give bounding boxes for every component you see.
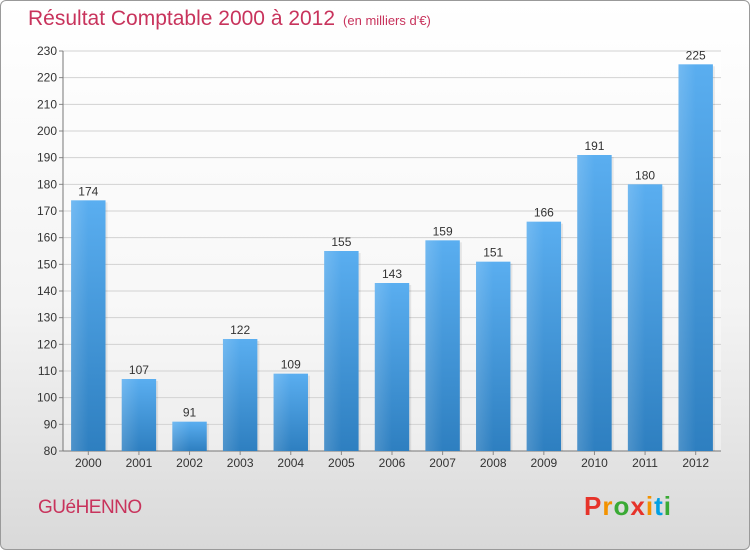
- x-tick-label: 2011: [632, 456, 658, 470]
- bar-value-label: 191: [584, 139, 604, 153]
- x-tick-label: 2000: [75, 456, 102, 470]
- logo-letter: o: [613, 491, 631, 521]
- chart-title-text: Résultat Comptable 2000 à 2012: [28, 7, 336, 30]
- bar-highlight: [172, 421, 190, 451]
- y-tick-label: 200: [37, 124, 57, 138]
- y-tick-label: 100: [37, 391, 57, 405]
- y-tick-label: 150: [37, 257, 57, 271]
- bar-value-label: 180: [635, 168, 655, 182]
- bar-highlight: [476, 261, 494, 451]
- x-tick-label: 2005: [328, 456, 355, 470]
- bar-value-label: 143: [382, 267, 402, 281]
- bar-highlight: [374, 283, 392, 451]
- x-tick-label: 2004: [277, 456, 304, 470]
- y-tick-label: 140: [37, 284, 57, 298]
- bar-value-label: 155: [331, 235, 351, 249]
- x-tick-label: 2002: [176, 456, 203, 470]
- bar-value-label: 151: [483, 246, 503, 260]
- y-tick-label: 90: [44, 417, 58, 431]
- y-tick-label: 130: [37, 311, 57, 325]
- chart-title: Résultat Comptable 2000 à 2012 (en millie…: [28, 7, 431, 31]
- bar-highlight: [678, 64, 696, 452]
- y-tick-label: 190: [37, 151, 57, 165]
- logo-letter: x: [630, 491, 646, 521]
- y-tick-label: 230: [37, 44, 57, 58]
- bar-highlight: [324, 251, 342, 451]
- bar-highlight: [627, 184, 646, 452]
- bar-value-label: 122: [230, 323, 250, 337]
- chart-subtitle: (en milliers d'€): [343, 13, 431, 28]
- bar-highlight: [425, 240, 443, 451]
- x-tick-label: 2007: [429, 456, 456, 470]
- bar-value-label: 107: [129, 363, 149, 377]
- y-tick-label: 220: [37, 71, 57, 85]
- logo-letter: i: [645, 491, 655, 521]
- y-tick-label: 210: [37, 97, 57, 111]
- y-tick-label: 180: [37, 177, 57, 191]
- bar-value-label: 166: [534, 206, 554, 220]
- bar-value-label: 225: [686, 48, 706, 62]
- bar-value-label: 109: [281, 358, 301, 372]
- logo-letter: t: [654, 491, 664, 521]
- logo-letter: r: [602, 491, 614, 521]
- y-tick-label: 170: [37, 204, 57, 218]
- y-tick-label: 120: [37, 337, 57, 351]
- commune-name: GUéHENNO: [38, 497, 142, 518]
- y-tick-label: 110: [38, 364, 57, 378]
- proxiti-logo: Proxiti: [584, 491, 672, 522]
- x-tick-label: 2003: [227, 456, 254, 470]
- logo-letter: i: [663, 491, 672, 521]
- x-tick-label: 2006: [379, 456, 406, 470]
- x-tick-label: 2010: [581, 456, 608, 470]
- bar-value-label: 159: [433, 224, 453, 238]
- y-tick-label: 80: [44, 444, 58, 458]
- y-tick-label: 160: [37, 231, 57, 245]
- x-tick-label: 2012: [682, 456, 709, 470]
- bar-highlight: [71, 200, 89, 451]
- bar-highlight: [121, 379, 139, 451]
- bar-value-label: 174: [78, 184, 98, 198]
- x-tick-label: 2001: [126, 456, 153, 470]
- bar-value-label: 91: [183, 406, 197, 420]
- bar-highlight: [526, 221, 544, 451]
- bar-highlight: [222, 339, 241, 451]
- x-tick-label: 2008: [480, 456, 507, 470]
- bar-highlight: [273, 373, 291, 451]
- bar-highlight: [577, 155, 595, 451]
- logo-letter: P: [584, 491, 603, 521]
- x-tick-label: 2009: [530, 456, 557, 470]
